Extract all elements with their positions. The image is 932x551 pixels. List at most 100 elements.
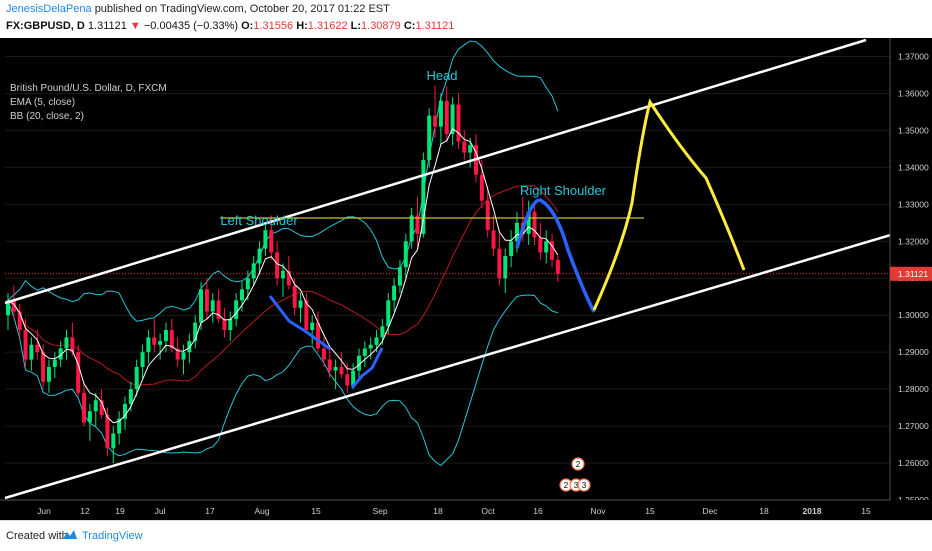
time-tick-label: 15 [645,506,655,516]
candle-body [146,337,151,353]
candle-body [204,289,209,312]
candle-body [158,341,163,345]
event-badge [577,478,591,492]
candle-body [245,278,250,290]
bollinger-bands [7,40,559,467]
time-tick-label: 2018 [803,506,822,516]
bb-upper-band [7,40,559,322]
candle-body [46,366,51,382]
candle-body [397,267,402,286]
author-link[interactable]: JenesisDelaPena [6,3,92,15]
candle-body [339,366,344,375]
candle-body [485,200,490,231]
candle-body [497,248,502,279]
candle-body [438,100,443,127]
open-value: 1.31556 [253,20,294,32]
time-tick-label: 15 [861,506,871,516]
candle-body [52,359,57,367]
candle-body [479,174,484,201]
candle-body [152,337,157,345]
price-tick-label: 1.36000 [898,88,929,98]
close-label: C: [403,20,416,32]
candle-body [392,285,397,301]
candle-body [316,322,321,349]
candle-body [468,145,473,153]
time-tick-label: Sep [372,506,387,516]
candle-body [41,352,46,382]
candle-body [351,370,356,386]
tradingview-brand-link[interactable]: TradingView [82,530,143,542]
candle-body [64,337,69,349]
quote-line: FX:GBPUSD, D 1.31121 ▼ −0.00435 (−0.33%)… [6,20,454,32]
candle-body [240,289,244,301]
high-value: 1.31622 [307,20,348,32]
time-axis: Jun 12 19 Jul 17 Aug 15 Sep 18 Oct 16 Nov 15 Dec 18 201… [0,499,932,520]
last-price-badge [890,266,932,281]
price-tick-label: 1.30000 [898,310,929,320]
candle-body [29,344,34,360]
candle-body [292,285,297,308]
price-tick-label: 1.29000 [898,347,929,357]
candle-body [280,270,285,279]
candle-body [35,344,40,353]
annotation-label: Head [426,68,457,83]
created-with-text: Created with [6,530,68,542]
candle-body [263,230,268,249]
footer: Created with TradingView [0,520,932,551]
candle-body [444,100,449,135]
time-tick-label: Jul [155,506,166,516]
tradingview-logo-icon [63,530,77,539]
price-tick-label: 1.27000 [898,421,929,431]
candle-body [58,348,63,360]
candle-body [17,311,22,330]
neck-path [350,347,384,389]
candle-body [514,222,519,242]
candle-body [526,211,531,234]
chart-area[interactable]: Head Left Shoulder Right Shoulder 1.37000 1… [0,38,932,520]
price-tick-label: 1.33000 [898,199,929,209]
close-value: 1.31121 [415,20,455,32]
time-tick-label: 12 [80,506,90,516]
candle-body [123,403,127,419]
ema-line [7,127,559,424]
event-badge-label: 2 [564,481,569,490]
candle-body [327,359,332,371]
candle-body [374,337,379,345]
legend-bb: BB (20, close, 2) [10,111,84,122]
candle-body [380,326,385,338]
candle-body [409,215,414,242]
candle-body [286,270,291,286]
time-tick-label: 17 [205,506,215,516]
candle-body [82,392,87,423]
legend-ema: EMA (5, close) [10,97,76,108]
event-badge-label: 3 [574,481,579,490]
projection-path [592,98,746,311]
candle-body [555,259,560,274]
candle-body [269,230,274,253]
candle-body [357,355,361,371]
candle-body [216,300,221,319]
candle-body [275,252,280,279]
candle-body [169,329,174,349]
event-badge-label: 3 [582,481,587,490]
publish-header: JenesisDelaPena published on TradingView… [0,0,932,38]
candle-body [134,366,139,390]
candle-body [544,241,549,253]
candle-body [187,341,192,353]
candles [6,86,560,464]
candle-body [462,141,467,153]
event-badges: 22 3 3 [559,457,591,492]
candle-body [234,300,239,319]
time-axis-bg [0,500,932,520]
bb-lower-band [7,294,559,467]
candle-body [193,322,198,342]
candle-body [403,241,408,268]
time-tick-label: 16 [533,506,543,516]
price-tick-label: 1.37000 [898,51,929,61]
candle-body [362,348,367,356]
time-tick-label: 18 [433,506,443,516]
candle-body [368,344,373,349]
time-tick-label: Oct [481,506,495,516]
publish-line: JenesisDelaPena published on TradingView… [6,3,390,15]
